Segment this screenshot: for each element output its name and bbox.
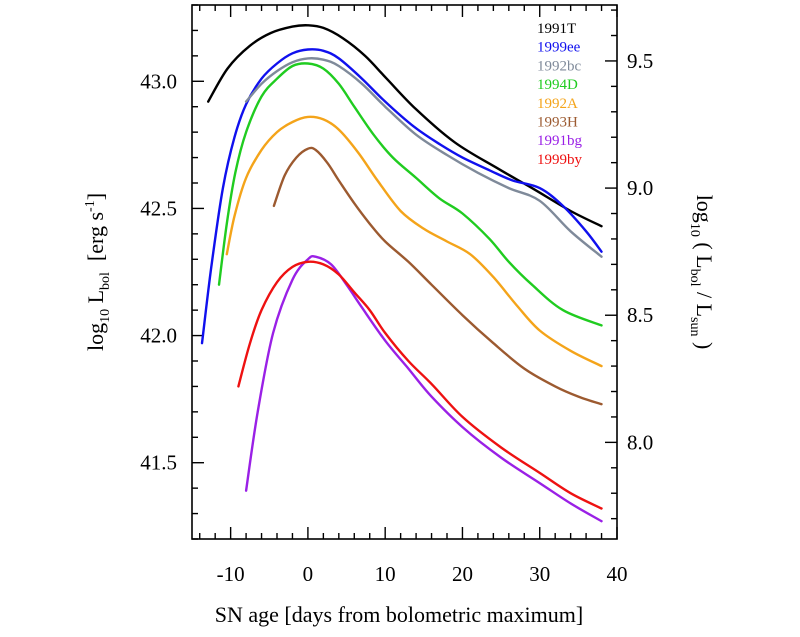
series-line-1999by xyxy=(237,260,603,510)
x-tick-label: -10 xyxy=(217,562,245,586)
series-line-1994d xyxy=(217,62,603,327)
legend-entry-1994d: 1994D xyxy=(537,77,578,93)
x-tick-label: 0 xyxy=(303,562,314,586)
series-line-1992a xyxy=(225,115,603,368)
x-tick-label: 30 xyxy=(529,562,550,586)
y-tick-label: 41.5 xyxy=(140,451,177,475)
legend-entry-1999ee: 1999ee xyxy=(537,40,581,56)
axis-ticks xyxy=(192,4,618,540)
legend-entry-1999by: 1999by xyxy=(537,152,583,168)
y2-tick-labels: 8.0 8.5 9.0 9.5 xyxy=(627,49,653,454)
series-line-1991t xyxy=(207,24,603,228)
series-lines xyxy=(200,24,603,523)
y-tick-label: 42.0 xyxy=(140,324,177,348)
x-tick-label: 10 xyxy=(375,562,396,586)
plot-frame xyxy=(191,4,618,540)
y2-axis-label: log10 ( Lbol / Lsun ) xyxy=(687,195,717,350)
series-line-1992bc xyxy=(244,57,603,258)
legend-entry-1991t: 1991T xyxy=(537,21,576,37)
y-tick-labels: 41.5 42.0 42.5 43.0 xyxy=(140,69,177,474)
x-tick-label: 20 xyxy=(452,562,473,586)
legend-entry-1992a: 1992A xyxy=(537,96,578,112)
legend: 1991T 1999ee 1992bc 1994D 1992A 1993H 1991bg 19… xyxy=(537,21,583,168)
series-line-1991bg xyxy=(244,254,603,523)
y2-tick-label: 9.5 xyxy=(627,49,653,73)
series-line-1999ee xyxy=(200,48,603,345)
legend-entry-1992bc: 1992bc xyxy=(537,58,582,74)
y2-tick-label: 9.0 xyxy=(627,176,653,200)
y-tick-label: 42.5 xyxy=(140,196,177,220)
series-line-1993h xyxy=(272,146,603,406)
x-tick-label: 40 xyxy=(607,562,628,586)
y2-tick-label: 8.5 xyxy=(627,303,653,327)
x-axis-label: SN age [days from bolometric maximum] xyxy=(215,602,583,627)
legend-entry-1991bg: 1991bg xyxy=(537,133,583,149)
y-axis-label: log10 Lbol [erg s-1] xyxy=(83,193,113,351)
x-tick-labels: -10 0 10 20 30 40 xyxy=(217,562,628,586)
y2-tick-label: 8.0 xyxy=(627,430,653,454)
y-tick-label: 43.0 xyxy=(140,69,177,93)
legend-entry-1993h: 1993H xyxy=(537,115,578,131)
